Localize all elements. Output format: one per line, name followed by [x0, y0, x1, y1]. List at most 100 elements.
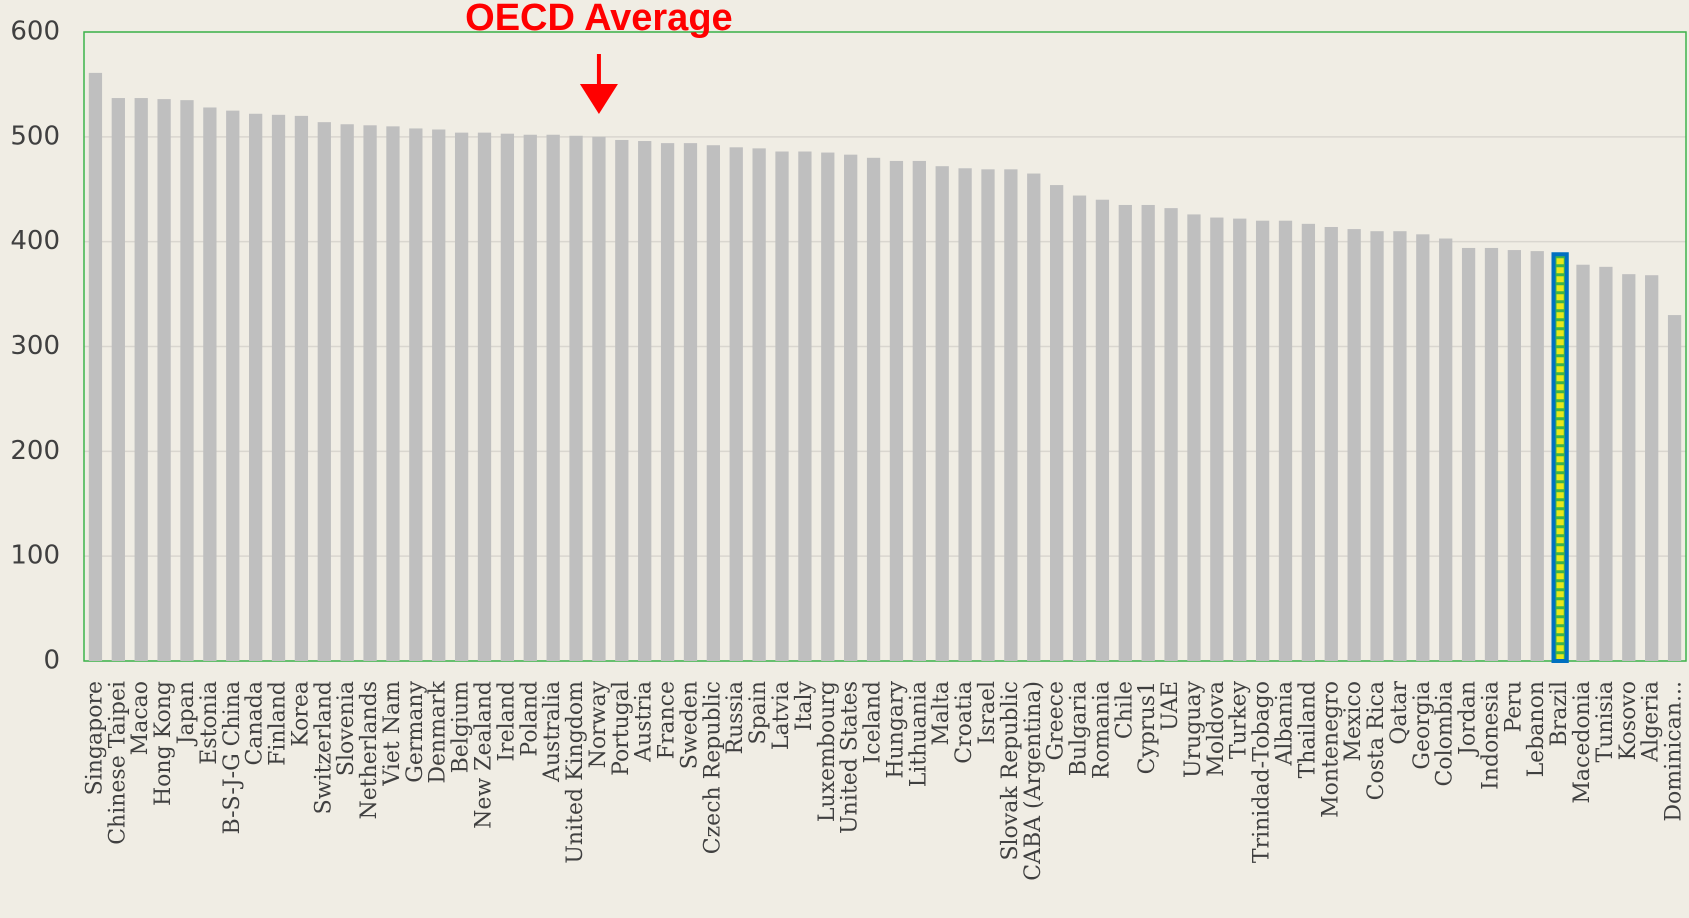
- x-tick-label: Belgium: [449, 681, 474, 774]
- bar: [958, 168, 972, 662]
- x-tick-label: Switzerland: [311, 681, 336, 814]
- bar: [134, 98, 148, 662]
- bar: [660, 143, 675, 661]
- bar: [706, 145, 720, 662]
- x-tick-label: Albania: [1273, 681, 1298, 766]
- x-tick-label: Bulgaria: [1067, 681, 1092, 776]
- bar: [363, 125, 377, 662]
- bar: [592, 136, 606, 662]
- y-tick-label: 600: [10, 17, 60, 47]
- bar: [1050, 185, 1064, 661]
- bar: [1347, 229, 1361, 661]
- x-tick-label: Mexico: [1341, 681, 1366, 762]
- x-tick-label: Italy: [792, 680, 817, 731]
- bar: [1645, 275, 1659, 661]
- x-tick-label: United States: [838, 681, 863, 834]
- x-tick-label: Norway: [586, 680, 611, 768]
- bar: [386, 126, 400, 662]
- bar: [1004, 169, 1018, 661]
- bar: [1507, 250, 1521, 661]
- y-tick-label: 100: [10, 541, 60, 571]
- bar: [1461, 247, 1476, 661]
- bar: [1599, 266, 1613, 661]
- x-tick-label: B-S-J-G China: [220, 681, 245, 834]
- x-tick-label: Croatia: [952, 681, 977, 764]
- x-tick-label: Denmark: [426, 680, 451, 783]
- bar: [523, 134, 537, 661]
- bar: [454, 132, 469, 661]
- x-tick-label: Ireland: [494, 681, 519, 762]
- bar: [249, 113, 263, 661]
- bar: [1233, 218, 1247, 661]
- x-tick-label: Chinese Taipei: [105, 681, 130, 845]
- y-tick-label: 200: [10, 436, 60, 466]
- x-tick-label: Luxembourg: [815, 681, 840, 822]
- bar: [844, 154, 858, 661]
- bar: [88, 72, 103, 661]
- bar: [111, 98, 125, 662]
- x-tick-label: Austria: [632, 681, 657, 763]
- x-tick-label: Colombia: [1433, 681, 1458, 786]
- x-tick-label: Australia: [540, 681, 565, 783]
- x-tick-label: Spain: [746, 681, 771, 744]
- x-tick-label: Finland: [266, 681, 291, 766]
- x-tick-label: Trinidad-Tobago: [1250, 681, 1275, 863]
- x-tick-label: Georgia: [1410, 681, 1435, 770]
- bar: [180, 100, 194, 662]
- x-tick-label: Jordan: [1456, 681, 1481, 757]
- x-tick-label: Korea: [288, 681, 313, 747]
- bar: [1027, 173, 1041, 661]
- bar: [477, 132, 492, 661]
- x-tick-label: Macao: [128, 681, 153, 755]
- bar: [546, 134, 560, 661]
- bar: [889, 160, 904, 661]
- bar: [798, 151, 812, 661]
- x-tick-label: Cyprus1: [1135, 681, 1160, 774]
- x-tick-label: Tunisia: [1593, 681, 1618, 763]
- annotation-arrow-head: [579, 84, 618, 114]
- x-tick-label: Thailand: [1295, 681, 1320, 778]
- bar: [1278, 220, 1293, 661]
- x-tick-label: Lebanon: [1524, 681, 1549, 777]
- x-tick-label: Malta: [929, 681, 954, 746]
- x-tick-label: Czech Republic: [700, 681, 725, 854]
- bar: [1622, 274, 1636, 661]
- y-tick-label: 500: [10, 121, 60, 151]
- x-tick-label: New Zealand: [472, 681, 497, 829]
- x-tick-label: Japan: [174, 681, 199, 746]
- x-tick-label: Greece: [1044, 681, 1069, 760]
- x-tick-label: Russia: [723, 681, 748, 754]
- x-tick-label: Montenegro: [1318, 681, 1343, 818]
- bar: [935, 166, 949, 662]
- bar: [1416, 234, 1430, 661]
- bar: [569, 135, 583, 661]
- x-tick-label: Uruguay: [1181, 680, 1206, 778]
- bar: [1164, 208, 1178, 661]
- bar: [775, 151, 789, 661]
- x-tick-label: Netherlands: [357, 681, 382, 820]
- bar: [1072, 195, 1087, 662]
- bar: [729, 147, 743, 662]
- bar: [1370, 231, 1384, 661]
- x-tick-label: Macedonia: [1570, 681, 1595, 804]
- x-tick-label: Indonesia: [1478, 681, 1503, 790]
- x-tick-label: Canada: [243, 681, 268, 765]
- bar: [409, 128, 423, 662]
- x-tick-label: Lithuania: [906, 681, 931, 787]
- bar: [1301, 223, 1316, 661]
- x-tick-label: Slovenia: [334, 681, 359, 776]
- annotation: OECD Average: [465, 0, 733, 39]
- x-tick-label: Hungary: [883, 680, 908, 778]
- x-tick-label: Portugal: [609, 681, 634, 776]
- x-tick-label: Israel: [975, 681, 1000, 745]
- y-tick-label: 300: [10, 331, 60, 361]
- bar: [1324, 226, 1338, 662]
- bar: [317, 122, 331, 661]
- bar: [226, 110, 240, 661]
- bar: [752, 148, 766, 662]
- x-tick-label: Slovak Republic: [998, 681, 1023, 861]
- x-tick-label: Sweden: [677, 681, 702, 769]
- bar: [1210, 217, 1224, 661]
- bar: [615, 139, 629, 661]
